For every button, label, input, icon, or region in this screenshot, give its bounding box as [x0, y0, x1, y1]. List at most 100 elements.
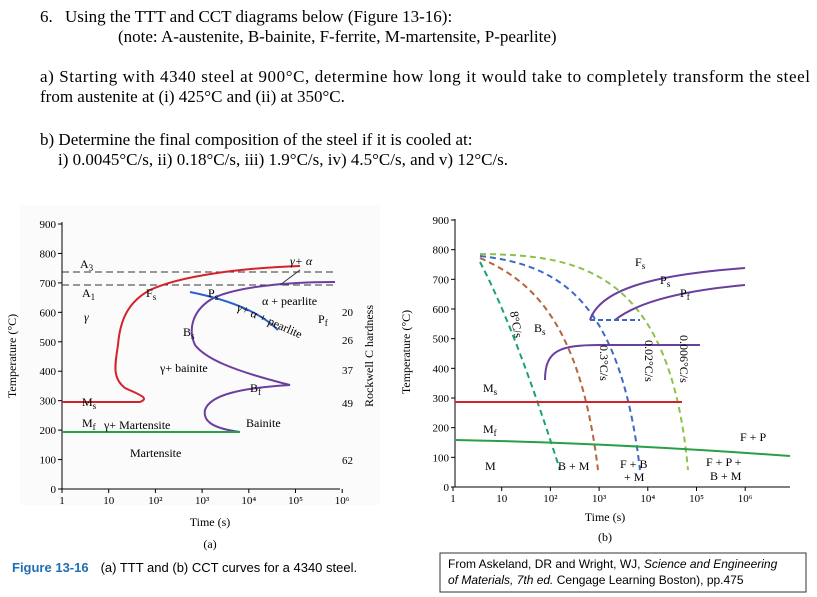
hardness-tick: 62 — [342, 455, 353, 467]
label: α + pearlite — [262, 294, 317, 308]
credit-line: of Materials, 7th ed. Cengage Learning B… — [448, 573, 744, 587]
label: Mf — [483, 422, 497, 438]
x-tick-label: 10⁴ — [640, 493, 655, 505]
cooling-curve — [479, 253, 689, 471]
y-tick-label: 800 — [40, 248, 57, 260]
label: Ms — [483, 381, 498, 397]
label: A3 — [80, 257, 94, 273]
panel-label: (a) — [203, 537, 216, 551]
y-tick-label: 0 — [444, 482, 450, 494]
mf-line — [454, 439, 791, 457]
question-note: (note: A-austenite, B-bainite, F-ferrite… — [118, 27, 557, 46]
x-tick-label: 1 — [450, 493, 456, 505]
label: Bf — [250, 381, 261, 397]
label: Pf — [680, 286, 690, 302]
x-tick-label: 10 — [103, 495, 115, 507]
question-text: Using the TTT and CCT diagrams below (Fi… — [65, 7, 452, 26]
fs-curve — [589, 267, 746, 321]
hardness-axis-label: Rockwell C hardness — [362, 305, 376, 407]
bs-curve — [544, 344, 700, 381]
hardness-tick: 20 — [342, 307, 354, 319]
label: 0.3°C/s — [597, 345, 611, 381]
label: γ — [84, 310, 89, 324]
x-tick-label: 10⁵ — [689, 493, 704, 505]
credit-box — [439, 552, 807, 593]
panel-label: (b) — [598, 530, 612, 544]
y-tick-label: 400 — [433, 363, 450, 375]
label: M — [485, 459, 496, 473]
label: Bainite — [246, 416, 281, 430]
pearlite-curve — [189, 291, 279, 331]
finish-curve — [190, 281, 336, 433]
x-tick-label: 10⁶ — [738, 493, 753, 505]
y-tick-label: 900 — [433, 215, 450, 227]
hardness-tick: 37 — [342, 365, 354, 377]
figure-a: Temperature (°C) Rockwell C hardness Tim… — [5, 205, 380, 551]
label: Ps — [660, 273, 671, 289]
y-tick-label: 700 — [433, 274, 450, 286]
part-b-line: i) 0.0045°C/s, ii) 0.18°C/s, iii) 1.9°C/… — [58, 150, 508, 169]
y-tick-label: 600 — [40, 307, 57, 319]
y-tick-label: 100 — [40, 455, 57, 467]
x-tick-label: 1 — [59, 495, 65, 507]
x-tick-label: 10 — [496, 493, 508, 505]
label: Pf — [318, 312, 328, 328]
part-b-line: b) Determine the final composition of th… — [40, 130, 472, 149]
label: 0.006°C/s — [677, 335, 691, 383]
label: 0.02°C/s — [642, 340, 656, 382]
label: γ+ Martensite — [103, 418, 170, 432]
label: Fs — [635, 255, 646, 271]
x-tick-label: 10³ — [592, 493, 607, 505]
start-curve — [62, 265, 301, 403]
caption: Figure 13-16 (a) TTT and (b) CCT curves f… — [12, 560, 357, 575]
y-tick-label: 100 — [433, 452, 450, 464]
label: Bs — [183, 325, 195, 341]
label: Martensite — [130, 446, 181, 460]
y-axis-label: Temperature (°C) — [5, 314, 19, 398]
y-axis-label: Temperature (°C) — [399, 310, 413, 394]
x-axis-label: Time (s) — [190, 515, 231, 529]
y-tick-label: 500 — [40, 337, 57, 349]
pf-curve — [614, 284, 746, 321]
label: F + P — [740, 430, 766, 444]
cooling-curve — [479, 261, 561, 471]
y-tick-label: 600 — [433, 304, 450, 316]
x-tick-label: 10⁵ — [288, 495, 303, 507]
hardness-tick: 49 — [342, 398, 354, 410]
hardness-tick: 26 — [342, 335, 354, 347]
y-tick-label: 800 — [433, 245, 450, 257]
label: F + P + — [706, 455, 742, 469]
label: Bs — [534, 321, 546, 337]
label: B + M — [558, 459, 590, 473]
label: 8°C/s — [507, 310, 525, 339]
label: Ms — [82, 395, 97, 411]
figure-b: Temperature (°C) Time (s) (b) Fs Ps Pf B… — [399, 215, 791, 544]
credit-line: From Askeland, DR and Wright, WJ, Scienc… — [448, 557, 778, 571]
y-tick-label: 200 — [40, 425, 57, 437]
y-tick-label: 200 — [433, 423, 450, 435]
cooling-curve — [479, 255, 641, 471]
pointer — [279, 269, 301, 286]
x-tick-label: 10⁶ — [335, 495, 350, 507]
y-tick-label: 500 — [433, 334, 450, 346]
x-tick-label: 10² — [148, 495, 163, 507]
label: Ps — [208, 286, 219, 302]
label: F + B — [620, 457, 647, 471]
part-a-line: a) Starting with 4340 steel at 900°C, de… — [40, 67, 810, 86]
x-axis-label: Time (s) — [585, 510, 626, 524]
label: Mf — [82, 416, 96, 432]
y-tick-label: 700 — [40, 278, 57, 290]
label: + M — [624, 470, 645, 484]
label: γ+ α — [290, 254, 313, 268]
figure-background — [20, 205, 380, 505]
x-tick-label: 10⁴ — [241, 495, 256, 507]
y-tick-label: 300 — [433, 393, 450, 405]
x-tick-label: 10² — [543, 493, 558, 505]
x-tick-label: 10³ — [195, 495, 210, 507]
y-tick-label: 300 — [40, 396, 57, 408]
question: 6. Using the TTT and CCT diagrams below … — [40, 7, 810, 169]
y-tick-label: 400 — [40, 366, 57, 378]
y-tick-label: 900 — [40, 219, 57, 231]
question-number: 6. — [40, 7, 53, 26]
label: B + M — [710, 469, 742, 483]
